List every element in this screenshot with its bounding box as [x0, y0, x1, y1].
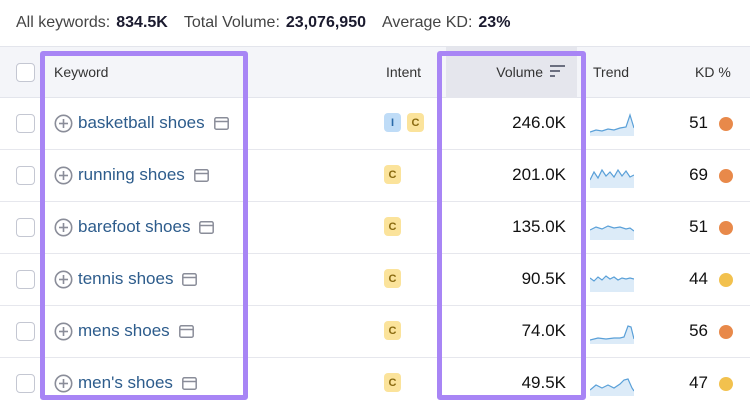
- row-checkbox[interactable]: [16, 166, 35, 185]
- volume-value: 135.0K: [512, 217, 566, 236]
- row-checkbox[interactable]: [16, 270, 35, 289]
- row-checkbox[interactable]: [16, 114, 35, 133]
- trend-sparkline: [590, 275, 634, 292]
- kd-value: 69: [689, 165, 708, 184]
- intent-badge-c[interactable]: C: [407, 113, 424, 132]
- add-keyword-icon[interactable]: [54, 270, 73, 289]
- trend-column-header: Trend: [593, 64, 630, 80]
- sort-icon[interactable]: [550, 65, 565, 77]
- row-checkbox[interactable]: [16, 322, 35, 341]
- row-checkbox[interactable]: [16, 374, 35, 393]
- serp-features-icon[interactable]: [182, 272, 198, 286]
- kd-value: 47: [689, 373, 708, 392]
- all-keywords-label: All keywords:: [16, 14, 111, 31]
- keyword-link[interactable]: barefoot shoes: [78, 217, 215, 237]
- volume-value: 201.0K: [512, 165, 566, 184]
- keyword-link[interactable]: tennis shoes: [78, 269, 198, 289]
- keyword-table: Keyword Intent Volume Trend KD % basketb…: [0, 46, 750, 406]
- add-keyword-icon[interactable]: [54, 166, 73, 185]
- volume-value: 49.5K: [521, 373, 566, 392]
- table-row: barefoot shoes C 135.0K 51: [0, 202, 750, 254]
- table-row: tennis shoes C 90.5K 44: [0, 254, 750, 306]
- kd-value: 56: [689, 321, 708, 340]
- intent-column-header[interactable]: Intent: [386, 64, 422, 80]
- intent-badge-c[interactable]: C: [384, 269, 401, 288]
- average-kd-label: Average KD:: [381, 14, 473, 31]
- keyword-text[interactable]: tennis shoes: [78, 269, 174, 288]
- trend-sparkline: [590, 378, 634, 396]
- table-row: men's shoes C 49.5K 47: [0, 358, 750, 406]
- volume-value: 90.5K: [521, 269, 566, 288]
- volume-value: 246.0K: [512, 113, 566, 132]
- serp-features-icon[interactable]: [178, 324, 194, 338]
- trend-sparkline: [590, 325, 634, 344]
- keyword-link[interactable]: running shoes: [78, 165, 209, 185]
- kd-indicator-dot: [719, 325, 733, 339]
- total-volume-value: 23,076,950: [285, 14, 366, 31]
- trend-sparkline: [590, 168, 634, 188]
- intent-badge-c[interactable]: C: [384, 165, 401, 184]
- trend-sparkline: [590, 113, 634, 136]
- select-all-checkbox[interactable]: [16, 63, 35, 82]
- kd-value: 51: [689, 217, 708, 236]
- keyword-link[interactable]: basketball shoes: [78, 113, 229, 133]
- kd-indicator-dot: [719, 377, 733, 391]
- intent-badge-c[interactable]: C: [384, 373, 401, 392]
- add-keyword-icon[interactable]: [54, 114, 73, 133]
- add-keyword-icon[interactable]: [54, 322, 73, 341]
- trend-sparkline: [590, 225, 634, 240]
- kd-indicator-dot: [719, 221, 733, 235]
- all-keywords-value: 834.5K: [116, 14, 168, 31]
- serp-features-icon[interactable]: [213, 116, 229, 130]
- kd-indicator-dot: [719, 273, 733, 287]
- keyword-column-header[interactable]: Keyword: [54, 64, 109, 80]
- intent-badge-i[interactable]: I: [384, 113, 401, 132]
- table-header: Keyword Intent Volume Trend KD %: [0, 46, 750, 98]
- kd-indicator-dot: [719, 117, 733, 131]
- volume-value: 74.0K: [521, 321, 566, 340]
- table-row: running shoes C 201.0K 69: [0, 150, 750, 202]
- volume-column-label: Volume: [496, 64, 543, 80]
- kd-value: 51: [689, 113, 708, 132]
- volume-column-header[interactable]: Volume: [446, 47, 577, 98]
- serp-features-icon[interactable]: [199, 220, 215, 234]
- keyword-text[interactable]: running shoes: [78, 165, 185, 184]
- average-kd-value: 23%: [478, 14, 511, 31]
- kd-indicator-dot: [719, 169, 733, 183]
- keyword-text[interactable]: barefoot shoes: [78, 217, 191, 236]
- add-keyword-icon[interactable]: [54, 218, 73, 237]
- keyword-text[interactable]: men's shoes: [78, 373, 173, 392]
- keyword-link[interactable]: men's shoes: [78, 373, 197, 393]
- serp-features-icon[interactable]: [181, 376, 197, 390]
- keyword-text[interactable]: mens shoes: [78, 321, 170, 340]
- total-volume-label: Total Volume:: [183, 14, 280, 31]
- table-row: mens shoes C 74.0K 56: [0, 306, 750, 358]
- kd-value: 44: [689, 269, 708, 288]
- keyword-link[interactable]: mens shoes: [78, 321, 194, 341]
- add-keyword-icon[interactable]: [54, 374, 73, 393]
- keyword-summary: All keywords: 834.5K Total Volume: 23,07…: [16, 12, 510, 34]
- intent-badge-c[interactable]: C: [384, 217, 401, 236]
- kd-column-header[interactable]: KD %: [695, 64, 731, 80]
- keyword-text[interactable]: basketball shoes: [78, 113, 205, 132]
- intent-badge-c[interactable]: C: [384, 321, 401, 340]
- row-checkbox[interactable]: [16, 218, 35, 237]
- serp-features-icon[interactable]: [193, 168, 209, 182]
